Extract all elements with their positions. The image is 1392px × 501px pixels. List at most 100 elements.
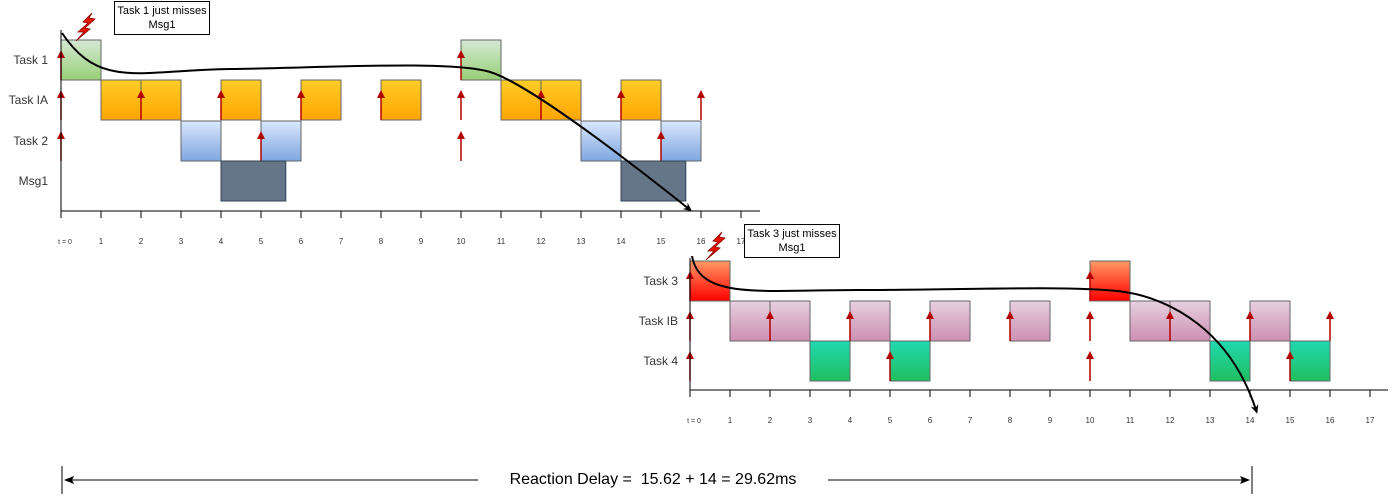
time-tick-label: 1 — [99, 237, 104, 246]
time-tick-label: 11 — [497, 237, 506, 246]
task2-activation-arrowhead — [657, 131, 665, 139]
reaction-delay-label: Reaction Delay = 15.62 + 14 = 29.62ms — [478, 469, 828, 491]
msg1-execution-box — [220, 160, 287, 202]
taskIA-execution-box — [100, 79, 142, 121]
task4-activation-arrowhead — [1286, 351, 1294, 359]
taskIA-execution-box — [540, 79, 582, 121]
taskIB-activation-arrowhead — [1166, 311, 1174, 319]
taskIB-activation-arrowhead — [1326, 311, 1334, 319]
time-tick-label: t = 0 — [58, 239, 72, 246]
taskIB-activation-arrowhead — [1006, 311, 1014, 319]
time-tick-label: 8 — [379, 237, 384, 246]
taskIB-activation-arrowhead — [926, 311, 934, 319]
row-label-taskIA: Task IA — [9, 93, 48, 107]
taskIB-execution-box — [1129, 300, 1171, 342]
task2-activation-arrowhead — [457, 131, 465, 139]
taskIA-activation-arrowhead — [377, 90, 385, 98]
lightning-icon — [75, 12, 96, 42]
bottom-flow-curve — [691, 255, 1259, 414]
row-label-task3: Task 3 — [643, 274, 678, 288]
task2-activation-arrowhead — [257, 131, 265, 139]
time-tick-label: 10 — [1086, 416, 1095, 425]
time-tick-label: 15 — [1286, 416, 1295, 425]
taskIA-activation-arrowhead — [457, 90, 465, 98]
taskIA-execution-box — [300, 79, 342, 121]
time-tick-label: 9 — [419, 237, 424, 246]
taskIA-execution-box — [140, 79, 182, 121]
time-tick-label: 4 — [219, 237, 224, 246]
taskIB-execution-box — [729, 300, 771, 342]
taskIB-execution-box — [929, 300, 971, 342]
time-tick-label: 17 — [1366, 416, 1375, 425]
taskIB-activation-arrowhead — [846, 311, 854, 319]
time-tick-label: 10 — [457, 237, 466, 246]
taskIA-activation-arrowhead — [217, 90, 225, 98]
time-tick-label: 2 — [768, 416, 773, 425]
time-tick-label: 8 — [1008, 416, 1013, 425]
time-tick-label: 5 — [259, 237, 264, 246]
taskIB-activation-arrowhead — [1086, 311, 1094, 319]
time-tick-label: 17 — [737, 237, 746, 246]
time-tick-label: 16 — [697, 237, 706, 246]
bottom-callout: Task 3 just misses Msg1 — [744, 224, 840, 258]
row-label-task4: Task 4 — [643, 354, 678, 368]
time-tick-label: 3 — [179, 237, 184, 246]
taskIA-activation-arrowhead — [537, 90, 545, 98]
time-tick-label: 6 — [299, 237, 304, 246]
time-tick-label: 9 — [1048, 416, 1053, 425]
row-label-msg1: Msg1 — [19, 174, 49, 188]
time-tick-label: 2 — [139, 237, 144, 246]
time-tick-label: 7 — [968, 416, 973, 425]
taskIA-activation-arrowhead — [617, 90, 625, 98]
time-tick-label: 12 — [537, 237, 546, 246]
task3-activation-arrowhead — [1086, 271, 1094, 279]
task4-execution-box — [809, 340, 851, 382]
flow-curves — [61, 32, 1259, 414]
time-tick-label: 7 — [339, 237, 344, 246]
task4-execution-box — [889, 340, 931, 382]
time-tick-label: 6 — [928, 416, 933, 425]
time-tick-label: 13 — [1206, 416, 1215, 425]
taskIB-execution-box — [769, 300, 811, 342]
top-callout: Task 1 just misses Msg1 — [114, 1, 210, 35]
taskIB-activation-arrowhead — [766, 311, 774, 319]
taskIA-activation-arrowhead — [137, 90, 145, 98]
taskIB-execution-box — [849, 300, 891, 342]
time-tick-label: 1 — [728, 416, 733, 425]
taskIB-execution-box — [1009, 300, 1051, 342]
task4-activation-arrowhead — [886, 351, 894, 359]
taskIA-activation-arrowhead — [697, 90, 705, 98]
taskIB-activation-arrowhead — [1246, 311, 1254, 319]
time-tick-label: 13 — [577, 237, 586, 246]
time-tick-label: t = 0 — [687, 418, 701, 425]
time-tick-label: 15 — [657, 237, 666, 246]
task1-activation-arrowhead — [457, 50, 465, 58]
task2-execution-box — [180, 120, 222, 162]
task4-activation-arrowhead — [1086, 351, 1094, 359]
taskIA-execution-box — [220, 79, 262, 121]
task1-execution-box — [60, 39, 102, 81]
time-tick-label: 14 — [1246, 416, 1255, 425]
lightning-icon — [705, 231, 726, 261]
time-tick-label: 4 — [848, 416, 853, 425]
taskIA-execution-box — [620, 79, 662, 121]
row-label-task1: Task 1 — [13, 53, 48, 67]
top-flow-curve — [61, 32, 693, 212]
task2-execution-box — [260, 120, 302, 162]
taskIA-execution-box — [380, 79, 422, 121]
time-tick-label: 11 — [1126, 416, 1135, 425]
top-callout-text: Task 1 just misses Msg1 — [117, 5, 207, 31]
time-tick-label: 12 — [1166, 416, 1175, 425]
taskIB-execution-box — [1249, 300, 1291, 342]
taskIA-activation-arrowhead — [297, 90, 305, 98]
task4-execution-box — [1209, 340, 1251, 382]
row-label-task2: Task 2 — [13, 134, 48, 148]
time-tick-label: 16 — [1326, 416, 1335, 425]
row-label-taskIB: Task IB — [639, 314, 678, 328]
bottom-callout-text: Task 3 just misses Msg1 — [747, 228, 837, 254]
time-tick-label: 3 — [808, 416, 813, 425]
taskIB-execution-box — [1169, 300, 1211, 342]
